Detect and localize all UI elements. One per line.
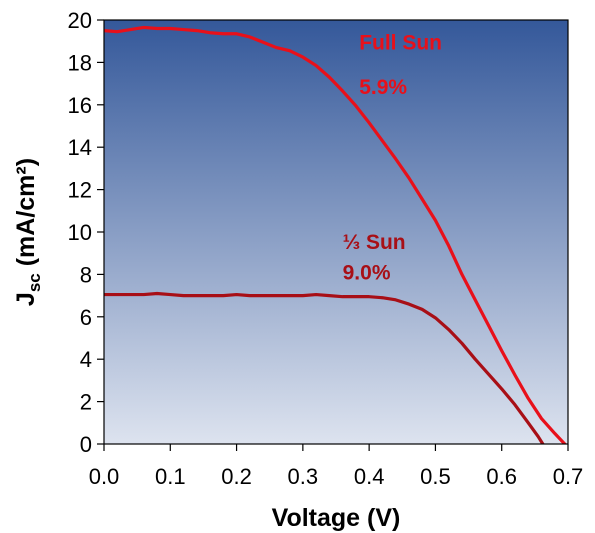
y-tick-label: 4 bbox=[80, 347, 92, 372]
y-tick-label: 0 bbox=[80, 432, 92, 457]
x-tick-label: 0.4 bbox=[354, 464, 385, 489]
y-tick-label: 6 bbox=[80, 305, 92, 330]
x-tick-label: 0.1 bbox=[155, 464, 186, 489]
annotation-label: Full Sun bbox=[359, 32, 442, 55]
annotation-label: ⅓ Sun bbox=[343, 231, 406, 254]
plot-background bbox=[104, 20, 568, 444]
annotations-layer: Full Sun 5.9% ⅓ Sun 9.0% bbox=[343, 32, 442, 285]
axes-layer: 0 2 4 6 8 10 12 14 16 18 20 0.0 0.1 0.2 0.3 0.4 0.5 0.6 0.… bbox=[68, 8, 584, 489]
y-axis-title-units: (mA/cm²) bbox=[12, 158, 40, 273]
x-tick-label: 0.7 bbox=[553, 464, 584, 489]
y-axis-title-subscript: sc bbox=[25, 273, 44, 292]
series-layer bbox=[104, 25, 567, 444]
x-tick-label: 0.0 bbox=[89, 464, 120, 489]
series-line-2 bbox=[104, 291, 545, 444]
x-axis-title: Voltage (V) bbox=[272, 504, 401, 532]
x-tick-label: 0.6 bbox=[486, 464, 517, 489]
y-axis-title-main: J bbox=[12, 292, 40, 306]
labels-layer: Voltage (V) Jsc (mA/cm²) bbox=[12, 158, 400, 532]
y-axis-title: Jsc (mA/cm²) bbox=[12, 158, 44, 306]
x-tick-label: 0.5 bbox=[420, 464, 451, 489]
y-tick-label: 8 bbox=[80, 262, 92, 287]
annotation-label: 9.0% bbox=[343, 262, 391, 285]
y-tick-label: 12 bbox=[68, 178, 92, 203]
y-tick-label: 18 bbox=[68, 50, 92, 75]
annotation-label: 5.9% bbox=[359, 76, 407, 99]
y-tick-label: 2 bbox=[80, 390, 92, 415]
y-tick-label: 20 bbox=[68, 8, 92, 33]
y-tick-label: 16 bbox=[68, 93, 92, 118]
y-tick-label: 10 bbox=[68, 220, 92, 245]
y-tick-label: 14 bbox=[68, 135, 92, 160]
series-line-1 bbox=[104, 25, 567, 444]
x-tick-label: 0.2 bbox=[221, 464, 252, 489]
x-tick-label: 0.3 bbox=[288, 464, 319, 489]
